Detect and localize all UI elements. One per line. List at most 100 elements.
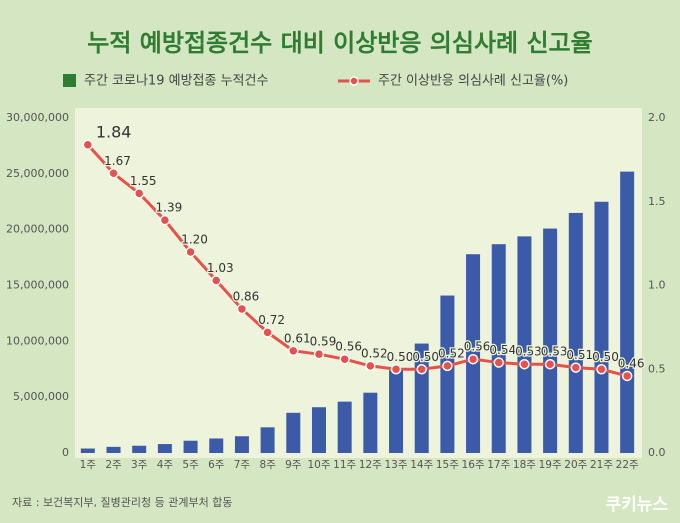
bar: [594, 201, 609, 453]
data-label: 1.39: [156, 201, 183, 215]
marker: [185, 246, 196, 258]
x-tick-label: 6주: [208, 459, 225, 471]
bar: [517, 236, 532, 453]
data-label: 1.03: [207, 261, 234, 275]
x-tick-label: 2주: [105, 459, 122, 471]
bar: [80, 448, 95, 453]
data-label: 0.52: [438, 346, 465, 360]
bar: [568, 212, 583, 453]
bar: [209, 438, 224, 453]
legend-swatch: [63, 74, 76, 87]
y-tick-label: 30,000,000: [6, 111, 69, 124]
data-label: 0.59: [310, 335, 337, 349]
x-tick-label: 16주: [462, 459, 485, 471]
logo: 쿠키뉴스: [605, 495, 668, 515]
x-tick-label: 19주: [539, 459, 562, 471]
y-tick-label: 15,000,000: [6, 279, 69, 292]
data-label: 1.20: [181, 233, 208, 247]
data-label: 0.50: [387, 350, 414, 364]
data-label: 1.67: [104, 154, 131, 168]
marker: [108, 168, 119, 179]
bar: [337, 401, 352, 453]
bar: [260, 427, 275, 453]
bar: [132, 445, 147, 453]
bar: [440, 295, 455, 453]
y-tick-label: 5,000,000: [13, 390, 69, 403]
data-label: 0.53: [541, 345, 568, 359]
data-label: 0.56: [464, 340, 491, 354]
marker: [236, 303, 248, 315]
y2-tick-label: 1.5: [648, 195, 666, 208]
y-tick-label: 10,000,000: [6, 334, 69, 347]
x-tick-label: 1주: [80, 459, 97, 471]
data-label: 1.84: [96, 122, 132, 141]
marker: [467, 353, 479, 365]
marker: [570, 362, 582, 373]
marker: [544, 358, 556, 370]
x-tick-label: 13주: [385, 459, 408, 471]
line: [86, 143, 628, 378]
x-tick-label: 3주: [131, 459, 148, 471]
y2-tick-label: 2.0: [648, 111, 666, 124]
legend-label: 주간 이상반응 의심사례 신고율(%): [378, 74, 568, 89]
y-tick-label: 0: [62, 446, 69, 459]
bar: [183, 440, 198, 453]
bar: [491, 244, 506, 453]
data-label: 0.72: [258, 313, 285, 327]
bar: [389, 370, 404, 453]
y-tick-label: 20,000,000: [6, 223, 69, 236]
marker: [339, 353, 350, 365]
marker: [493, 357, 504, 368]
marker: [313, 348, 325, 360]
marker: [262, 327, 273, 338]
data-label: 0.50: [592, 350, 619, 364]
x-tick-label: 22주: [616, 459, 639, 471]
x-tick-label: 11주: [333, 459, 356, 471]
marker: [365, 360, 376, 372]
data-label: 0.53: [515, 345, 542, 359]
marker: [288, 345, 299, 357]
chart-title: 누적 예방접종건수 대비 이상반응 의심사례 신고율: [87, 29, 592, 57]
data-label: 1.55: [130, 174, 157, 188]
x-tick-label: 17주: [487, 459, 510, 471]
data-label: 0.61: [284, 331, 311, 345]
data-label: 0.54: [489, 343, 516, 357]
x-tick-label: 10주: [307, 459, 330, 471]
y2-tick-label: 1.0: [648, 279, 666, 292]
marker: [390, 364, 402, 375]
data-label: 0.46: [618, 356, 645, 370]
marker: [211, 275, 222, 286]
x-tick-label: 20주: [564, 459, 587, 471]
bar: [363, 392, 378, 453]
y2-tick-label: 0.5: [648, 362, 666, 375]
x-tick-label: 18주: [513, 459, 536, 471]
legend-label: 주간 코로나19 예방접종 누적건수: [84, 74, 268, 89]
data-label: 0.51: [566, 348, 593, 362]
y2-tick-label: 0.0: [648, 446, 666, 459]
marker: [416, 364, 427, 375]
y-tick-label: 25,000,000: [6, 167, 69, 180]
legend-marker: [349, 76, 359, 86]
bar: [543, 228, 558, 453]
x-tick-label: 9주: [285, 459, 302, 471]
x-tick-label: 4주: [157, 459, 174, 471]
x-tick-label: 12주: [359, 459, 382, 471]
marker: [621, 370, 633, 382]
bar: [286, 412, 301, 453]
bar: [234, 436, 249, 453]
x-tick-label: 7주: [234, 459, 251, 471]
bar: [311, 407, 326, 453]
bar: [106, 446, 121, 453]
marker: [159, 214, 171, 226]
data-label: 0.56: [335, 340, 362, 354]
x-tick-label: 8주: [259, 459, 276, 471]
marker: [133, 188, 145, 199]
marker: [82, 139, 94, 151]
bar: [157, 444, 172, 453]
x-tick-label: 21주: [590, 459, 613, 471]
bar: [620, 171, 635, 453]
marker: [596, 364, 607, 375]
marker: [442, 360, 453, 372]
marker: [519, 358, 530, 370]
